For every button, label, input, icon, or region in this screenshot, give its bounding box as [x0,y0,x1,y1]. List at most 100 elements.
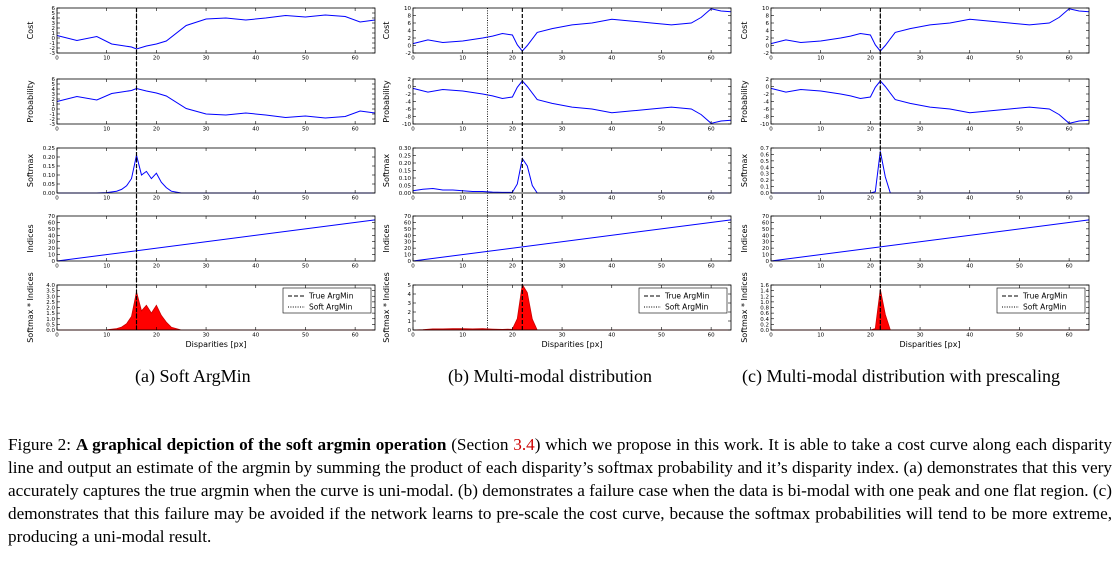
y-tick-label: 1 [408,319,412,325]
x-tick-label: 0 [769,264,773,270]
axes-frame [56,215,376,262]
y-tick-label: 60 [404,220,411,226]
y-tick-label: 2 [408,77,412,83]
panel-c-row-0: -20 24 68 10 0 10 20 30 40 50 60 Cost [740,6,1090,62]
y-tick-label: 0.05 [43,182,56,188]
x-tick-label: 40 [966,127,973,133]
row-label: Indices [740,224,749,252]
x-tick-label: 40 [252,127,259,133]
y-tick-label: 4 [52,16,56,22]
y-tick-label: 0.6 [760,152,769,158]
y-tick-label: 10 [404,6,411,12]
x-tick-label: 30 [917,333,924,339]
y-tick-label: 50 [48,227,55,233]
x-tick-label: 60 [352,56,359,62]
y-tick-label: 40 [404,233,411,239]
y-tick-label: 10 [762,253,769,259]
row-label: Cost [26,22,35,40]
figure-caption: Figure 2: A graphical depiction of the s… [8,433,1112,548]
x-tick-label: 60 [708,127,715,133]
y-tick-label: 4 [408,292,412,298]
section-ref-link[interactable]: 3.4 [513,435,535,454]
series-line [56,87,376,119]
x-tick-label: 0 [411,264,415,270]
row-label: Softmax [382,154,391,187]
y-tick-label: 0.10 [43,173,56,179]
y-tick-label: 0.15 [399,169,412,175]
y-tick-label: -1 [50,41,55,47]
x-tick-label: 10 [103,127,110,133]
x-tick-label: 10 [817,264,824,270]
row-label: Cost [740,22,749,40]
legend-box [638,287,728,314]
series-line [56,219,376,262]
y-tick-label: 70 [762,214,769,220]
y-tick-label: 0 [408,259,412,265]
y-tick-label: 2 [766,77,770,83]
x-tick-label: 20 [153,333,160,339]
series-line [412,8,732,52]
x-tick-label: 0 [411,333,415,339]
y-tick-label: 30 [404,240,411,246]
x-tick-label: 50 [658,56,665,62]
x-tick-label: 0 [55,127,59,133]
x-axis-label: Disparities [px] [541,340,602,349]
y-tick-label: 5 [408,283,412,289]
x-tick-label: 50 [1016,264,1023,270]
y-tick-label: 0.00 [43,191,56,197]
y-tick-label: 6 [52,77,56,83]
x-tick-label: 20 [867,333,874,339]
y-tick-label: 5 [52,11,56,17]
y-tick-label: 60 [762,220,769,226]
y-tick-label: 1 [52,102,56,108]
y-tick-label: -3 [50,122,56,128]
x-tick-label: 60 [708,196,715,202]
y-tick-label: 0.2 [760,322,769,328]
y-tick-label: 2 [766,36,770,42]
y-tick-label: 0.7 [760,146,769,152]
x-tick-label: 60 [352,196,359,202]
axes-frame [412,215,732,262]
y-tick-label: 0.0 [46,328,55,334]
x-tick-label: 60 [352,333,359,339]
y-tick-label: 3.5 [46,289,55,295]
y-tick-label: -8 [764,115,770,121]
x-tick-label: 60 [1066,127,1073,133]
x-tick-label: 10 [817,56,824,62]
y-tick-label: 30 [762,240,769,246]
y-tick-label: 10 [48,253,55,259]
x-tick-label: 20 [153,264,160,270]
y-tick-label: 4 [52,87,56,93]
x-tick-label: 10 [459,333,466,339]
x-tick-label: 30 [559,127,566,133]
caption-b: (b) Multi-modal distribution [448,366,652,386]
x-tick-label: 0 [55,333,59,339]
row-label: Softmax * Indices [26,272,35,343]
y-tick-label: 40 [48,233,55,239]
legend-box [996,287,1086,314]
x-tick-label: 30 [917,56,924,62]
y-tick-label: 0.20 [43,155,56,161]
y-tick-label: 40 [762,233,769,239]
x-tick-label: 40 [966,333,973,339]
x-tick-label: 0 [769,56,773,62]
area-fill [412,283,731,331]
y-tick-label: 1.6 [760,283,769,289]
x-tick-label: 10 [459,127,466,133]
x-tick-label: 30 [203,196,210,202]
y-tick-label: 70 [404,214,411,220]
x-tick-label: 0 [769,333,773,339]
x-tick-label: 10 [103,264,110,270]
x-tick-label: 30 [917,264,924,270]
x-tick-label: 10 [459,264,466,270]
x-tick-label: 0 [411,127,415,133]
y-tick-label: 20 [762,246,769,252]
x-tick-label: 0 [411,196,415,202]
y-tick-label: 3 [52,92,56,98]
axes-frame [412,147,732,194]
y-tick-label: 0.8 [760,306,769,312]
y-tick-label: 1.5 [46,311,55,317]
